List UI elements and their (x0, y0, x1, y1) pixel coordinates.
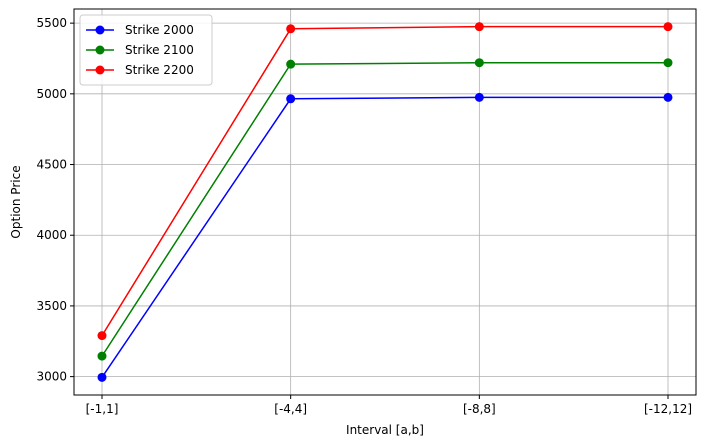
axes: 3000 3500 4000 4500 5000 5500 [-1,1] [-4,4] [-8,… (36, 16, 692, 416)
data-point (286, 94, 296, 104)
plot-area-frame (73, 8, 697, 396)
series-2 (97, 58, 673, 361)
x-tick-label: [-4,4] (274, 402, 307, 416)
data-point (474, 22, 484, 32)
data-point (663, 58, 673, 68)
y-tick-label: 3500 (36, 299, 67, 313)
data-point (97, 372, 107, 382)
y-tick-label: 4000 (36, 228, 67, 242)
data-point (97, 331, 107, 341)
y-tick-label: 3000 (36, 370, 67, 384)
y-axis-label: Option Price (9, 165, 23, 238)
data-point (663, 92, 673, 102)
legend-marker (95, 65, 105, 75)
y-tick-label: 5500 (36, 16, 67, 30)
legend-marker (95, 45, 105, 55)
legend-marker (95, 25, 105, 35)
series-3 (97, 22, 673, 341)
legend-label: Strike 2200 (125, 63, 194, 77)
series-layer (97, 22, 673, 382)
legend-box (79, 14, 213, 86)
data-point (286, 24, 296, 34)
data-point (663, 22, 673, 32)
x-tick-label: [-8,8] (463, 402, 496, 416)
y-tick-label: 4500 (36, 158, 67, 172)
y-tick-label: 5000 (36, 87, 67, 101)
series-line (101, 25, 668, 337)
x-tick-label: [-12,12] (644, 402, 692, 416)
series-line (101, 61, 668, 357)
data-point (286, 59, 296, 69)
x-tick-label: [-1,1] (86, 402, 119, 416)
legend-label: Strike 2100 (125, 43, 194, 57)
data-point (474, 58, 484, 68)
data-point (474, 92, 484, 102)
x-axis-label: Interval [a,b] (346, 423, 424, 437)
series-1 (97, 92, 673, 382)
legend-label: Strike 2000 (125, 23, 194, 37)
series-line (101, 96, 668, 378)
legend: Strike 2000 Strike 2100 Strike 2200 (79, 14, 213, 86)
data-point (97, 351, 107, 361)
